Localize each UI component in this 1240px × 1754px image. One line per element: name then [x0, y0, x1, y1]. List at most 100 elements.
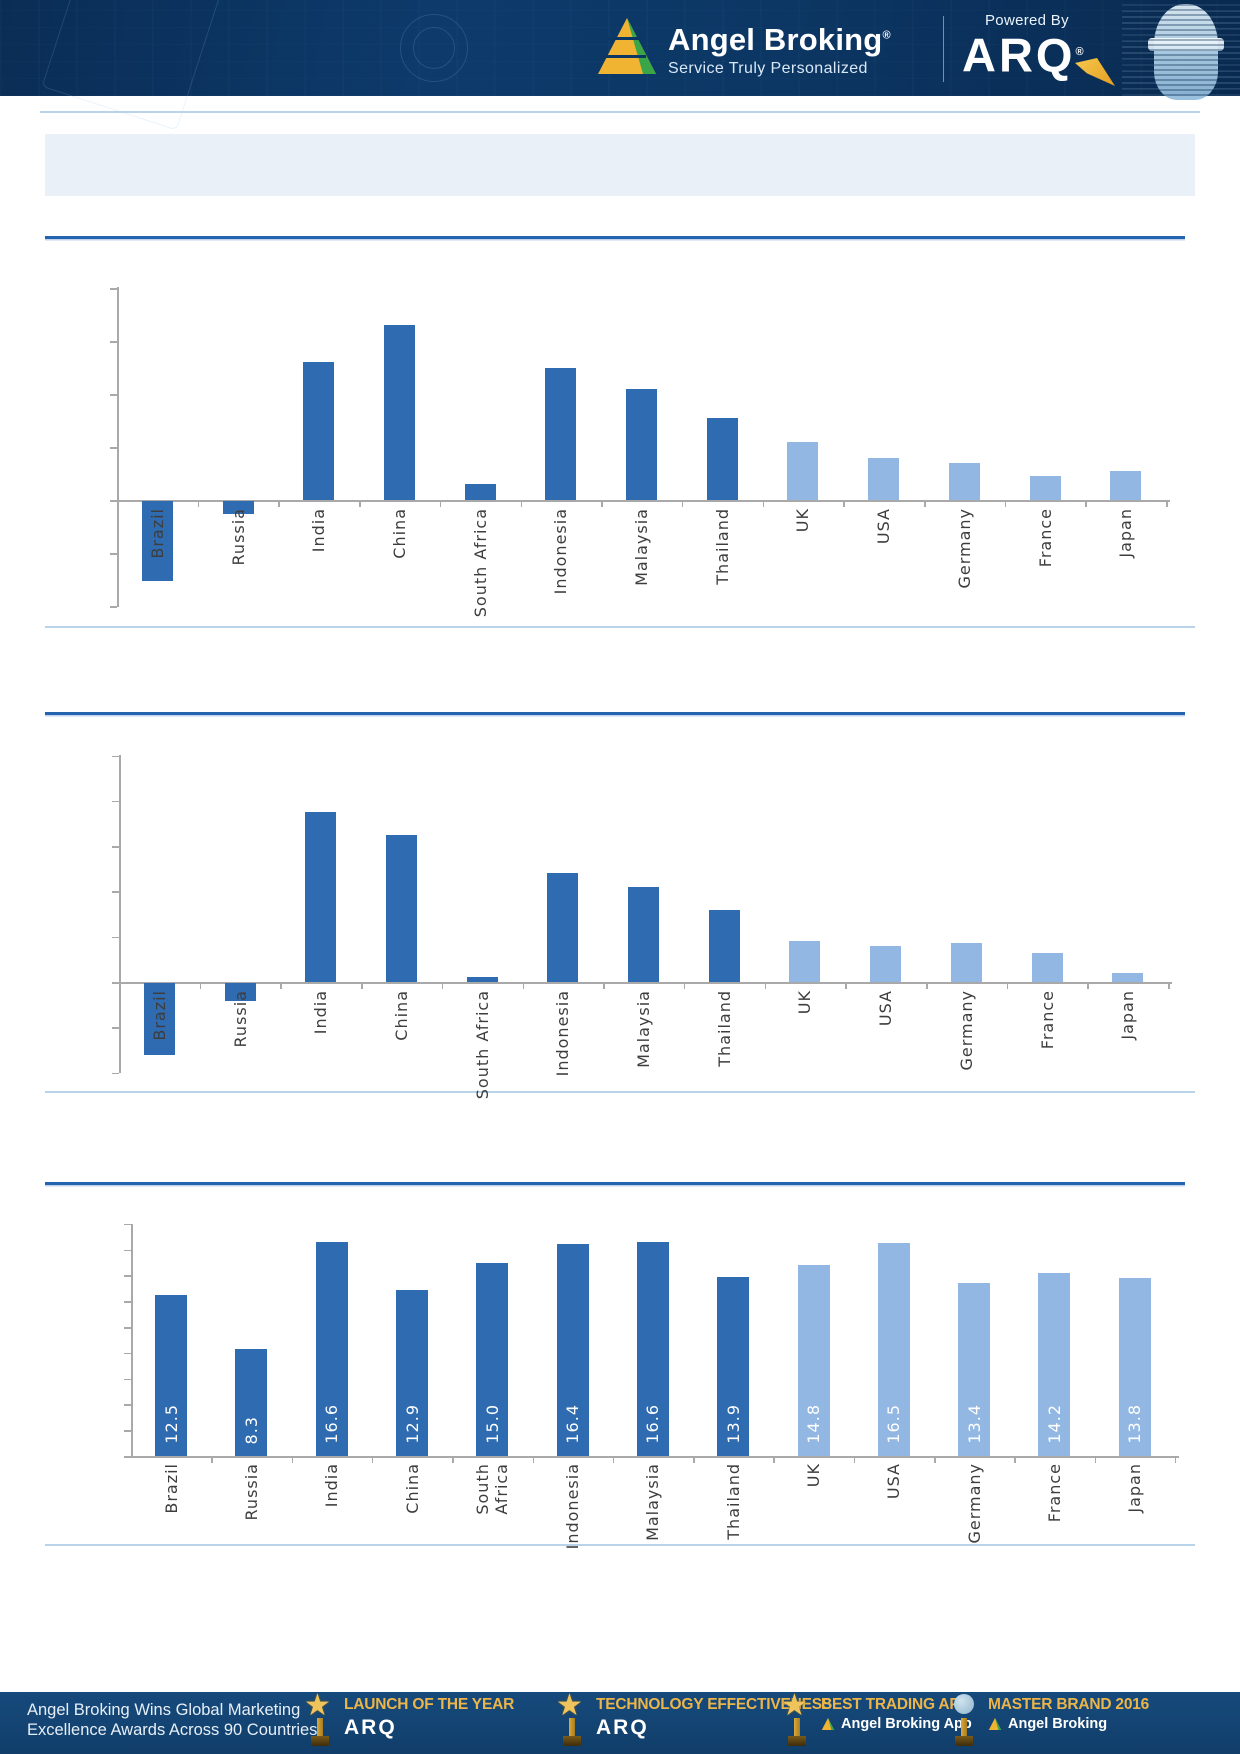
y-axis-tick	[112, 755, 119, 757]
y-axis	[117, 287, 119, 607]
category-label-text: Japan	[1125, 1463, 1145, 1513]
star-trophy-icon: ★	[556, 1689, 588, 1750]
category-label-text: UK	[804, 1463, 824, 1488]
x-axis-tick	[1085, 501, 1087, 507]
category-label: South Africa	[460, 990, 504, 1099]
y-axis-tick	[124, 1378, 131, 1381]
x-axis-tick	[199, 983, 202, 989]
bar-uk	[789, 941, 821, 982]
section-rule-3	[45, 1182, 1185, 1185]
bar-south-africa	[464, 484, 496, 500]
bar-malaysia	[636, 1241, 669, 1456]
bar-thailand	[717, 1276, 750, 1456]
category-label: Russia	[218, 990, 262, 1047]
y-axis-tick	[110, 606, 117, 608]
bar-value-label: 16.6	[310, 1404, 354, 1444]
robot-visor	[1148, 38, 1224, 51]
y-axis-tick	[124, 1249, 131, 1252]
category-label-text: France	[1035, 508, 1055, 568]
angel-broking-logo: Angel Broking® Service Truly Personalize…	[598, 18, 891, 79]
category-label: Germany	[944, 990, 988, 1071]
category-label-text: Thailand	[712, 508, 732, 585]
award-subtitle: ARQ	[596, 1716, 649, 1739]
category-label-text: Thailand	[714, 990, 734, 1067]
arq-robot-head-graphic	[1122, 0, 1240, 100]
y-axis-tick	[112, 891, 119, 893]
bar-value-label: 13.4	[952, 1404, 996, 1444]
footer-headline-line2: Excellence Awards Across 90 Countries	[27, 1721, 318, 1739]
section-rule-1	[45, 236, 1185, 239]
y-axis-tick	[110, 553, 117, 555]
x-axis-tick	[1168, 983, 1170, 989]
y-axis-tick	[124, 1275, 131, 1277]
category-label: Malaysia	[631, 1463, 675, 1541]
category-label-text: Japan	[1116, 508, 1136, 558]
award-title: BEST TRADING APP	[821, 1696, 970, 1713]
bar-thailand	[708, 909, 740, 982]
bar-russia	[222, 501, 254, 515]
category-label: China	[377, 508, 421, 559]
y-axis	[119, 755, 121, 1073]
bar-india	[315, 1241, 348, 1456]
bar-value-label: 16.4	[551, 1404, 595, 1444]
category-label: Japan	[1106, 990, 1150, 1040]
bar-france	[1031, 952, 1063, 982]
category-label: UK	[783, 990, 827, 1014]
x-axis-tick	[693, 1457, 695, 1463]
category-label: Brazil	[135, 508, 179, 559]
category-label: India	[299, 990, 343, 1034]
y-axis-tick	[112, 982, 119, 984]
x-axis-tick	[681, 501, 684, 507]
bar-value-label: 16.6	[631, 1404, 675, 1444]
y-axis-tick	[112, 936, 119, 939]
category-label: Brazil	[149, 1463, 193, 1514]
bar-value-text: 8.3	[241, 1415, 261, 1444]
bar-brazil	[143, 983, 175, 1056]
x-axis-tick	[1014, 1457, 1016, 1463]
section-rule-2	[45, 712, 1185, 715]
category-label-text: Indonesia	[553, 990, 573, 1077]
x-axis-tick	[441, 983, 444, 989]
category-label: UK	[781, 508, 825, 532]
category-label-text: China	[389, 508, 409, 559]
bar-value-text: 12.9	[402, 1404, 422, 1444]
bar-russia	[224, 983, 256, 1002]
category-label: France	[1032, 1463, 1076, 1522]
category-label-text: Brazil	[149, 990, 169, 1041]
x-axis-tick	[603, 983, 605, 989]
category-label: USA	[872, 1463, 916, 1499]
category-label-text: Germany	[964, 1463, 984, 1544]
bar-germany	[948, 462, 980, 500]
footer-headline-line1: Angel Broking Wins Global Marketing	[27, 1701, 301, 1719]
x-axis-tick	[612, 1457, 615, 1463]
bar-value-text: 13.8	[1125, 1404, 1145, 1444]
category-label-text: Malaysia	[643, 1463, 663, 1541]
category-label: China	[390, 1463, 434, 1514]
header-banner: Angel Broking® Service Truly Personalize…	[0, 0, 1240, 131]
bar-usa	[868, 457, 900, 500]
category-label: UK	[792, 1463, 836, 1487]
category-label: Malaysia	[622, 990, 666, 1068]
x-axis-tick	[843, 501, 845, 507]
bar-france	[1029, 476, 1061, 500]
bar-value-text: 16.4	[563, 1404, 583, 1444]
bar-malaysia	[628, 886, 660, 982]
bar-value-text: 16.5	[884, 1404, 904, 1444]
bar-value-text: 12.5	[161, 1404, 181, 1444]
x-axis-tick	[683, 983, 686, 989]
x-axis-tick	[452, 1457, 454, 1463]
x-axis-tick	[934, 1457, 936, 1463]
category-label-text: Russia	[241, 1463, 261, 1521]
category-label-text: India	[309, 508, 329, 553]
category-label: Russia	[229, 1463, 273, 1520]
category-label: Indonesia	[539, 508, 583, 594]
globe-trophy-icon	[952, 1694, 980, 1750]
y-axis-tick	[124, 1223, 131, 1226]
y-axis-tick	[124, 1456, 131, 1458]
y-axis-tick	[112, 1072, 119, 1075]
category-label-text: China	[402, 1463, 422, 1514]
bar-indonesia	[547, 873, 579, 982]
category-label: China	[379, 990, 423, 1041]
category-label: France	[1025, 990, 1069, 1049]
